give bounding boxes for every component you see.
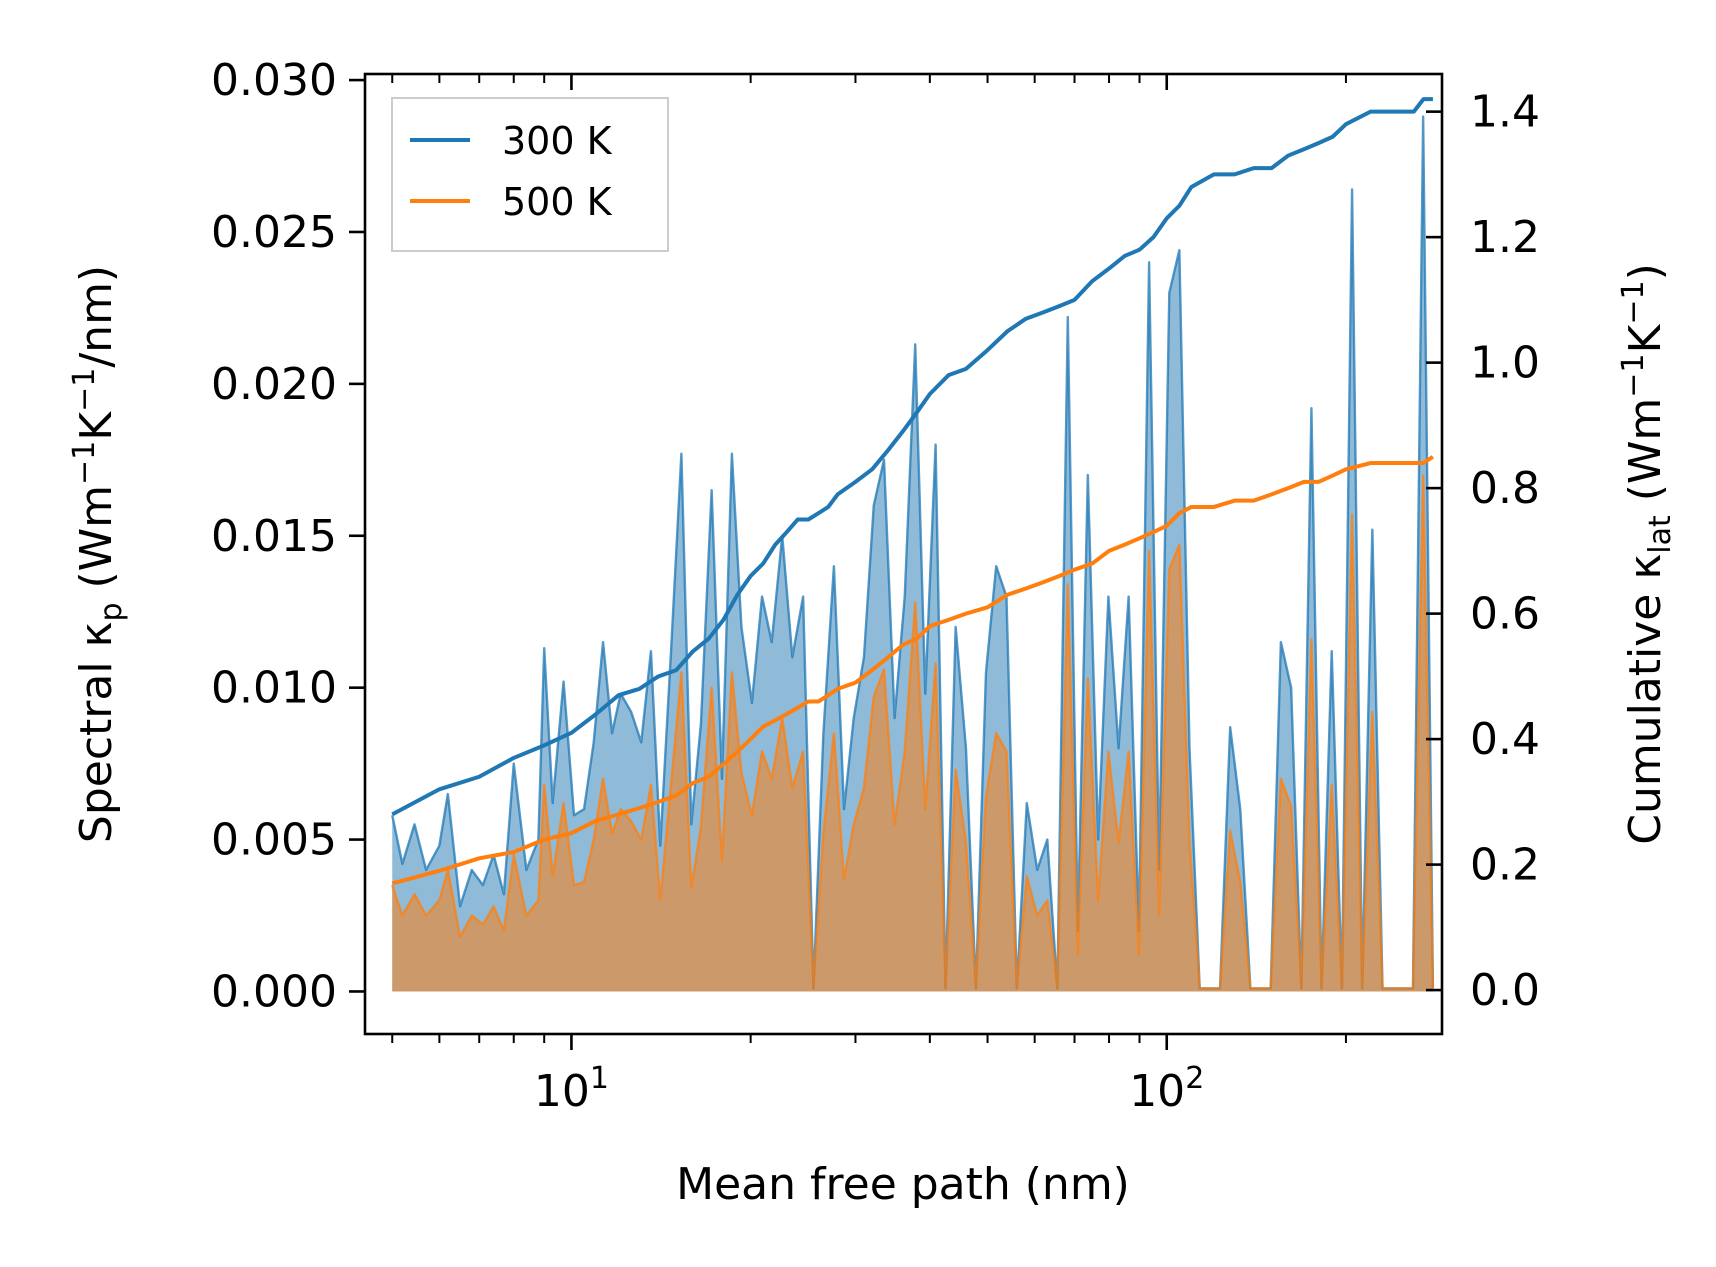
left-y-label-sub: p — [94, 602, 129, 621]
right-y-label-units-close: ) — [1620, 263, 1671, 280]
right-y-tick-label: 0.2 — [1470, 840, 1540, 891]
left-y-label-units-close: /nm) — [71, 265, 122, 368]
right-y-tick-label: 0.8 — [1470, 463, 1540, 514]
right-y-tick-label: 1.0 — [1470, 338, 1540, 389]
right-y-label-units-mid: K — [1620, 323, 1671, 353]
right-y-tick-label: 0.6 — [1470, 589, 1540, 640]
legend: 300 K 500 K — [391, 97, 669, 252]
tick-label-layer: 0.000 0.005 0.010 0.015 0.020 0.025 0.030 0.0 0.… — [211, 55, 1540, 1117]
x-tick-label-base: 10 — [534, 1066, 590, 1117]
x-axis-label: Mean free path (nm) — [676, 1159, 1130, 1210]
right-y-axis-label: Cumulative κlat (Wm−1K−1) — [1616, 263, 1678, 845]
left-y-tick-label: 0.010 — [211, 663, 337, 714]
cumulative-line-300k — [391, 97, 1433, 817]
right-y-label-sup1: −1 — [1616, 353, 1651, 397]
spectral-line-500k — [391, 473, 1435, 990]
left-y-label-sup1: −1 — [67, 441, 102, 485]
right-y-tick-label: 1.2 — [1470, 212, 1540, 263]
cumulative-line-layer — [391, 97, 1435, 886]
right-y-label-main: Cumulative κ — [1620, 554, 1671, 845]
x-tick-label: 101 — [534, 1061, 609, 1117]
left-y-tick-label: 0.020 — [211, 359, 337, 410]
left-y-axis-label: Spectral κp (Wm−1K−1/nm) — [67, 265, 129, 843]
right-y-label-sub: lat — [1643, 515, 1678, 554]
left-y-tick-label: 0.025 — [211, 207, 337, 258]
left-y-label-main: Spectral κ — [71, 622, 122, 844]
left-y-tick-label: 0.030 — [211, 55, 337, 106]
tick-layer — [349, 74, 1442, 1050]
spectral-fill-500k — [392, 475, 1433, 992]
left-y-label-units-mid: K — [71, 411, 122, 441]
right-y-tick-label: 1.4 — [1470, 87, 1540, 138]
x-tick-label-exponent: 2 — [1185, 1061, 1204, 1096]
right-y-label-sup2: −1 — [1616, 280, 1651, 324]
legend-label-300k: 300 K — [502, 119, 613, 163]
legend-box — [391, 97, 669, 252]
right-y-tick-label: 0.0 — [1470, 965, 1540, 1016]
right-y-tick-label: 0.4 — [1470, 714, 1540, 765]
left-y-label-sup2: −1 — [67, 368, 102, 412]
left-y-tick-label: 0.015 — [211, 511, 337, 562]
spectral-line-layer — [391, 115, 1435, 990]
x-tick-label-exponent: 1 — [590, 1061, 609, 1096]
left-y-label-units-open: (Wm — [71, 485, 122, 603]
left-y-tick-label: 0.005 — [211, 815, 337, 866]
x-tick-label-base: 10 — [1129, 1066, 1185, 1117]
right-y-label-units-open: (Wm — [1620, 398, 1671, 516]
spectral-fill-layer — [392, 116, 1433, 992]
plot-frame — [363, 72, 1444, 1036]
legend-label-500k: 500 K — [502, 180, 613, 224]
left-y-tick-label: 0.000 — [211, 966, 337, 1017]
cumulative-line-500k — [391, 455, 1435, 886]
x-tick-label: 102 — [1129, 1061, 1204, 1117]
